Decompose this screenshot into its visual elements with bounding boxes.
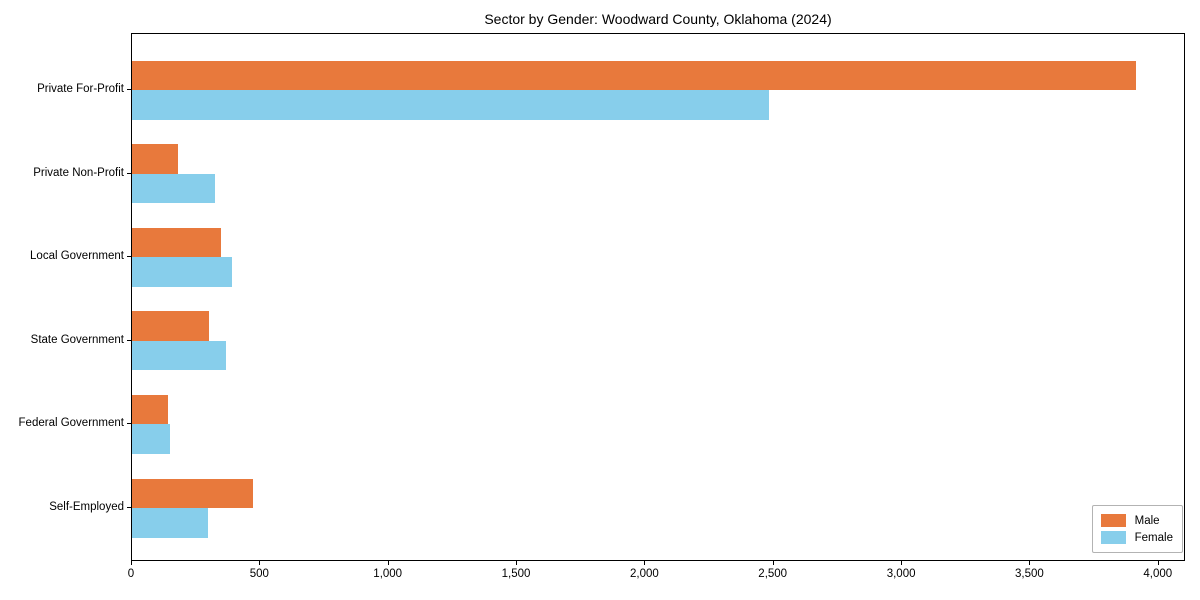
y-tick-label-federal-government: Federal Government [18,417,124,430]
x-tick-label-500: 500 [249,568,269,580]
x-tick-mark [1029,561,1031,565]
x-tick-label-1-000: 1,000 [373,568,403,580]
legend: Male Female [1091,505,1183,553]
x-tick-label-2-000: 2,000 [630,568,659,580]
x-tick-label-0: 0 [127,568,135,580]
y-tick-mark [127,507,131,508]
bar-female-private-non-profit [132,173,216,204]
bar-male-state-government [132,311,209,341]
x-tick-mark [516,561,517,565]
y-tick-label-state-government: State Government [30,333,124,346]
y-tick-mark [127,256,131,258]
x-tick-label-3-000: 3,000 [886,568,916,580]
x-tick-mark [644,561,646,565]
x-tick-label-1-500: 1,500 [501,568,531,580]
x-tick-label-2-500: 2,500 [758,568,788,580]
legend-label-female: Female [1134,531,1173,544]
bar-female-federal-government [132,424,170,454]
x-tick-mark [772,561,774,565]
chart-title: Sector by Gender: Woodward County, Oklah… [484,11,832,27]
x-tick-mark [259,561,261,565]
legend-entry-male: Male [1100,512,1173,529]
y-tick-mark [127,89,131,90]
x-tick-label-3-500: 3,500 [1015,568,1044,580]
y-tick-label-private-non-profit: Private Non-Profit [33,166,124,179]
bar-female-self-employed [132,508,208,538]
x-tick-label-4-000: 4,000 [1143,568,1173,580]
y-tick-label-private-for-profit: Private For-Profit [37,83,124,95]
y-tick-mark [127,423,131,425]
legend-entry-female: Female [1100,529,1173,546]
bar-male-local-government [132,227,222,258]
legend-swatch-female [1100,531,1126,544]
x-tick-mark [131,561,132,565]
bar-female-local-government [132,257,233,287]
y-tick-mark [127,172,131,174]
bar-male-self-employed [132,478,253,508]
plot-area: Male Female [131,33,1185,561]
bar-female-private-for-profit [132,90,769,120]
legend-swatch-male [1100,514,1126,527]
bar-male-private-for-profit [132,60,1136,90]
bar-male-federal-government [132,394,168,425]
x-tick-mark [901,561,903,565]
x-tick-mark [387,561,389,565]
y-tick-label-local-government: Local Government [30,250,124,263]
y-tick-mark [127,339,131,341]
bar-female-state-government [132,340,226,371]
x-tick-mark [1157,561,1159,565]
y-tick-label-self-employed: Self-Employed [49,501,124,513]
bar-male-private-non-profit [132,144,179,174]
legend-label-male: Male [1134,514,1160,527]
